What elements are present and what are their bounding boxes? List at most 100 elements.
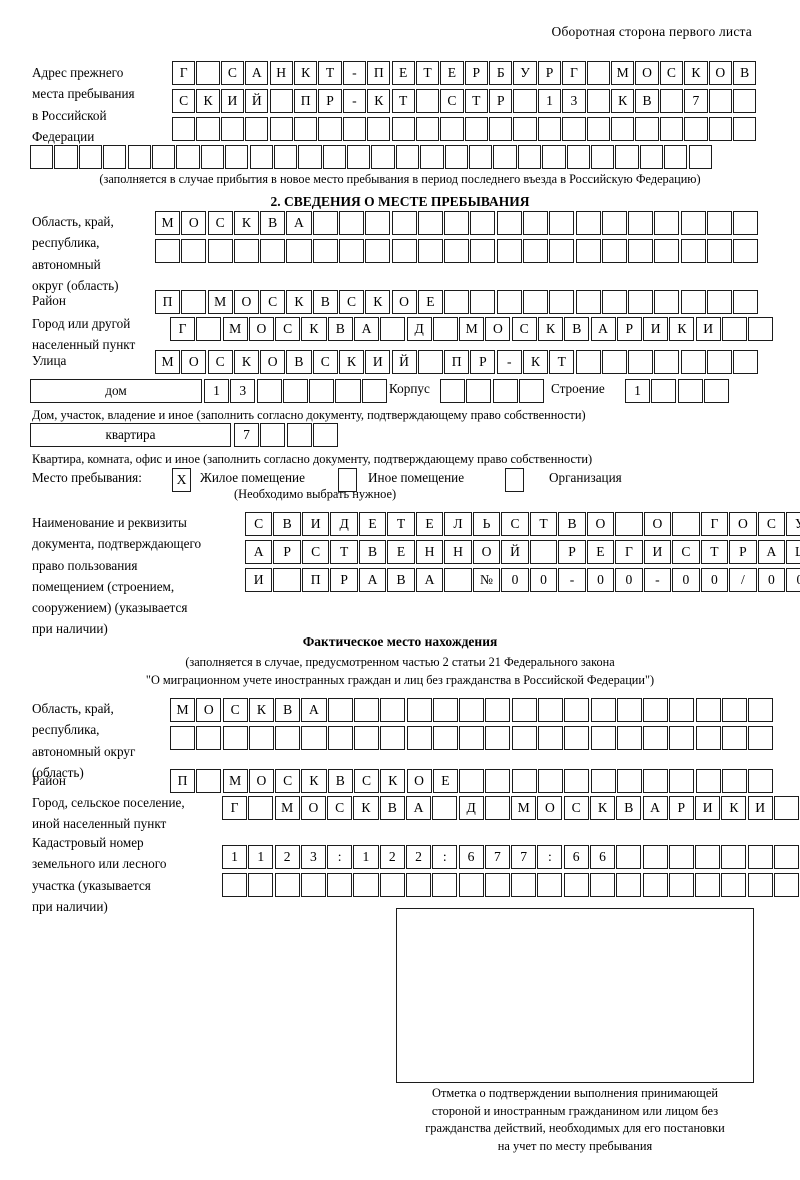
region-r2-cell-18[interactable]	[601, 239, 627, 263]
document-r2-cell-16[interactable]: С	[672, 540, 700, 564]
city-cell-9[interactable]	[380, 317, 406, 341]
korpus-row[interactable]	[440, 379, 545, 403]
actual-district-cell-2[interactable]	[196, 769, 222, 793]
cadastral-row-2[interactable]	[222, 873, 800, 897]
region-r2-cell-3[interactable]	[207, 239, 233, 263]
prev-address-r4-cell-25[interactable]	[615, 145, 639, 169]
region-r1-cell-17[interactable]	[575, 211, 601, 235]
cadastral-r2-cell-4[interactable]	[300, 873, 326, 897]
house-cell-7[interactable]	[361, 379, 387, 403]
district-cell-1[interactable]: П	[155, 290, 181, 314]
prev-address-r1-cell-22[interactable]: К	[684, 61, 708, 85]
actual-city-cell-19[interactable]: И	[695, 796, 721, 820]
document-r3-cell-13[interactable]: 0	[586, 568, 615, 592]
prev-address-r2-cell-16[interactable]: 1	[537, 89, 562, 113]
prev-address-r3-cell-17[interactable]	[562, 117, 586, 141]
house-cell-4[interactable]	[282, 379, 308, 403]
actual-region-r1-cell-6[interactable]: А	[301, 698, 327, 722]
house-cell-1[interactable]: 1	[204, 379, 230, 403]
cadastral-r1-cell-20[interactable]	[721, 845, 747, 869]
prev-address-r1-cell-3[interactable]: С	[220, 61, 245, 85]
prev-address-r2-cell-8[interactable]: -	[342, 89, 367, 113]
cadastral-r2-cell-6[interactable]	[353, 873, 379, 897]
stroenie-cell-3[interactable]	[677, 379, 703, 403]
prev-address-r4-cell-13[interactable]	[322, 145, 346, 169]
actual-region-r2-cell-22[interactable]	[721, 726, 747, 750]
region-r2-cell-10[interactable]	[391, 239, 417, 263]
region-r2-cell-16[interactable]	[549, 239, 575, 263]
prev-address-r2-cell-5[interactable]	[269, 89, 293, 113]
prev-address-r4-cell-15[interactable]	[371, 145, 395, 169]
cadastral-r2-cell-1[interactable]	[222, 873, 248, 897]
prev-address-r2-cell-9[interactable]: К	[367, 89, 391, 113]
actual-city-cell-4[interactable]: О	[300, 796, 326, 820]
actual-district-cell-13[interactable]	[485, 769, 511, 793]
cadastral-r2-cell-13[interactable]	[537, 873, 563, 897]
cadastral-r2-cell-5[interactable]	[327, 873, 353, 897]
region-r2-cell-1[interactable]	[155, 239, 181, 263]
district-cell-19[interactable]	[628, 290, 654, 314]
district-cell-14[interactable]	[496, 290, 522, 314]
region-r2-cell-15[interactable]	[522, 239, 549, 263]
region-r1-cell-9[interactable]	[365, 211, 391, 235]
actual-region-row-2[interactable]	[170, 726, 774, 750]
prev-address-r1-cell-9[interactable]: П	[367, 61, 391, 85]
document-r1-cell-20[interactable]: У	[786, 512, 800, 536]
actual-region-r2-cell-16[interactable]	[564, 726, 590, 750]
document-r2-cell-20[interactable]: Ц	[786, 540, 800, 564]
cadastral-r1-cell-10[interactable]: 6	[458, 845, 484, 869]
document-r2-cell-7[interactable]: Н	[415, 540, 444, 564]
district-cell-5[interactable]: С	[260, 290, 286, 314]
region-r1-cell-13[interactable]	[470, 211, 496, 235]
prev-address-r4-cell-1[interactable]	[30, 145, 54, 169]
actual-city-cell-16[interactable]: В	[616, 796, 642, 820]
actual-district-cell-12[interactable]	[459, 769, 485, 793]
prev-address-r1-cell-2[interactable]	[196, 61, 220, 85]
actual-region-r1-cell-9[interactable]	[380, 698, 406, 722]
district-cell-13[interactable]	[470, 290, 496, 314]
region-r1-cell-10[interactable]	[391, 211, 417, 235]
district-cell-11[interactable]: Е	[417, 290, 443, 314]
cadastral-r2-cell-12[interactable]	[511, 873, 537, 897]
street-cell-16[interactable]: Т	[549, 350, 575, 374]
region-row-2[interactable]	[155, 239, 759, 263]
document-r1-cell-4[interactable]: Д	[330, 512, 358, 536]
prev-address-r4-cell-26[interactable]	[639, 145, 664, 169]
prev-address-r1-cell-14[interactable]: Б	[489, 61, 513, 85]
actual-region-r2-cell-4[interactable]	[248, 726, 274, 750]
prev-address-r4-cell-27[interactable]	[664, 145, 688, 169]
actual-region-r1-cell-10[interactable]	[406, 698, 432, 722]
prev-address-r4-cell-9[interactable]	[225, 145, 249, 169]
region-r1-cell-20[interactable]	[654, 211, 680, 235]
prev-address-r4-cell-7[interactable]	[176, 145, 200, 169]
document-r1-cell-2[interactable]: В	[273, 512, 301, 536]
prev-address-r4-cell-19[interactable]	[469, 145, 493, 169]
document-r3-cell-12[interactable]: -	[558, 568, 586, 592]
actual-region-r1-cell-14[interactable]	[511, 698, 537, 722]
actual-city-cell-22[interactable]	[773, 796, 799, 820]
prev-address-r4-cell-12[interactable]	[298, 145, 322, 169]
prev-address-r1-cell-17[interactable]: Г	[562, 61, 586, 85]
region-r1-cell-19[interactable]	[628, 211, 654, 235]
prev-address-r3-cell-3[interactable]	[220, 117, 245, 141]
region-r1-cell-6[interactable]: А	[286, 211, 312, 235]
region-r1-cell-16[interactable]	[549, 211, 575, 235]
actual-district-cell-14[interactable]	[511, 769, 537, 793]
document-r2-cell-8[interactable]: Н	[444, 540, 472, 564]
actual-city-cell-6[interactable]: К	[353, 796, 379, 820]
document-row-1[interactable]: СВИДЕТЕЛЬСТВООГОСУД	[245, 512, 800, 536]
region-r1-cell-8[interactable]	[338, 211, 365, 235]
district-cell-23[interactable]	[733, 290, 759, 314]
street-cell-22[interactable]	[706, 350, 732, 374]
prev-address-r2-cell-24[interactable]	[732, 89, 757, 113]
actual-region-r1-cell-2[interactable]: О	[196, 698, 222, 722]
city-cell-1[interactable]: Г	[170, 317, 196, 341]
region-r2-cell-17[interactable]	[575, 239, 601, 263]
document-r3-cell-16[interactable]: 0	[672, 568, 700, 592]
document-r2-cell-4[interactable]: Т	[330, 540, 358, 564]
street-cell-5[interactable]: О	[260, 350, 286, 374]
actual-region-r2-cell-5[interactable]	[275, 726, 301, 750]
